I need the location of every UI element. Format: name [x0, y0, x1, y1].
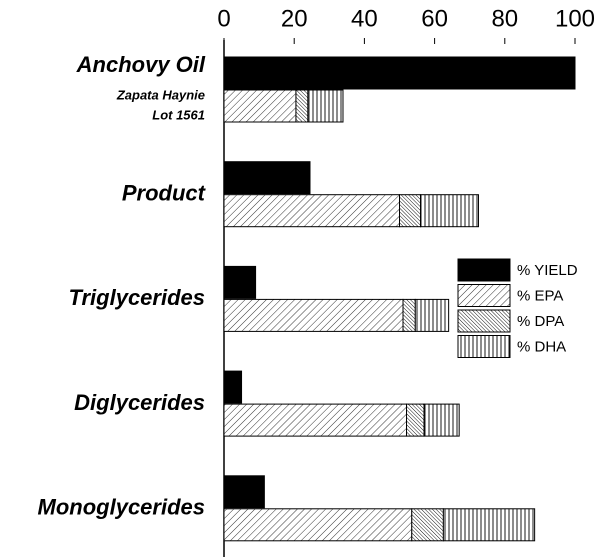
- bar-segment: [411, 508, 444, 542]
- legend-label: % YIELD: [517, 262, 578, 279]
- bar: [223, 265, 257, 299]
- bar-segment: [402, 298, 416, 332]
- legend-label: % EPA: [517, 287, 563, 304]
- legend-swatch: [457, 284, 511, 307]
- bar-segment: [414, 298, 450, 332]
- x-tick-label: 80: [491, 5, 518, 32]
- bar: [223, 56, 576, 90]
- bar: [223, 370, 243, 404]
- bar-segment: [223, 298, 404, 332]
- x-tick-label: 40: [351, 5, 378, 32]
- category-label: Monoglycerides: [38, 495, 205, 520]
- bar-segment: [223, 89, 297, 123]
- legend-swatch: [457, 335, 511, 358]
- category-label: Product: [122, 181, 207, 206]
- bar-segment: [307, 89, 344, 123]
- x-tick-label: 100: [555, 5, 595, 32]
- bar: [223, 161, 311, 195]
- bar-segment: [295, 89, 309, 123]
- x-tick-label: 60: [421, 5, 448, 32]
- x-tick-label: 0: [217, 5, 230, 32]
- legend-label: % DHA: [517, 338, 566, 355]
- bar-segment: [420, 194, 479, 228]
- legend-label: % DPA: [517, 313, 564, 330]
- x-tick-label: 20: [281, 5, 308, 32]
- bar-segment: [223, 403, 408, 437]
- bar-segment: [406, 403, 425, 437]
- bar-segment: [223, 194, 400, 228]
- annotation: Zapata Haynie: [116, 87, 205, 102]
- category-label: Triglycerides: [68, 285, 205, 310]
- bar-segment: [399, 194, 422, 228]
- annotation: Lot 1561: [152, 107, 205, 122]
- bar-segment: [223, 508, 413, 542]
- category-label: Anchovy Oil: [76, 52, 206, 77]
- category-label: Diglycerides: [74, 390, 205, 415]
- legend-swatch: [457, 309, 511, 333]
- bar-segment: [442, 508, 536, 542]
- legend-swatch: [457, 258, 511, 282]
- bar-segment: [423, 403, 460, 437]
- bar: [223, 475, 265, 509]
